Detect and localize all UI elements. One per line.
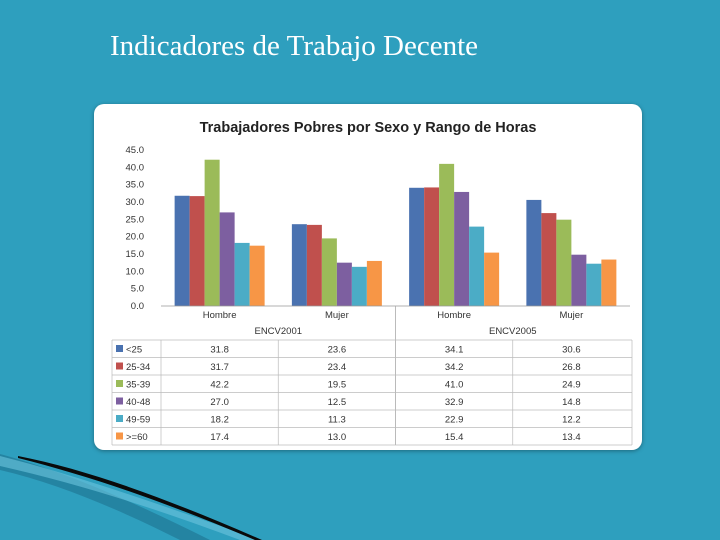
bar [291,224,307,306]
bar [526,199,542,306]
table-cell-value: 42.2 [210,380,229,391]
table-cell-value: 18.2 [210,415,229,426]
table-cell-value: 30.6 [562,345,581,356]
bar [586,263,602,306]
bar [351,266,367,306]
legend-label: 25-34 [126,362,150,373]
legend-swatch [116,380,123,387]
table-cell-value: 12.2 [562,415,581,426]
y-tick-label: 20.0 [126,232,145,243]
table-cell-value: 19.5 [328,380,347,391]
bar [601,259,617,306]
bar [219,212,235,306]
legend-swatch [116,345,123,352]
legend-swatch [116,362,123,370]
legend-label: 40-48 [126,397,150,408]
table-cell-value: 14.8 [562,397,581,408]
y-tick-label: 15.0 [126,249,145,260]
y-tick-label: 40.0 [126,162,145,173]
table-cell-value: 12.5 [328,397,347,408]
y-tick-label: 0.0 [131,301,144,312]
bar [484,252,500,306]
chart-card: Trabajadores Pobres por Sexo y Rango de … [94,104,642,450]
bar [366,260,382,306]
table-cell-value: 11.3 [328,415,346,426]
table-cell-value: 13.4 [562,432,581,443]
bar [571,254,587,306]
y-tick-label: 5.0 [131,284,144,295]
table-cell-value: 23.6 [328,345,347,356]
table-cell-value: 34.2 [445,362,464,373]
bar [174,195,190,306]
bar-chart: Trabajadores Pobres por Sexo y Rango de … [111,120,633,446]
table-cell-value: 17.4 [210,432,229,443]
legend-label: <25 [126,345,142,356]
x-category-label: Mujer [559,310,583,321]
table-cell-value: 22.9 [445,415,464,426]
legend-swatch [116,432,123,440]
table-cell-value: 24.9 [562,380,581,391]
table-cell-value: 41.0 [445,380,464,391]
bar [454,191,470,306]
bar [439,163,455,306]
legend-label: 35-39 [126,380,150,391]
bar [541,213,557,306]
x-group-label: ENCV2005 [489,326,537,337]
bar [234,242,250,306]
table-cell-value: 31.8 [210,345,229,356]
table-cell-value: 31.7 [210,362,229,373]
bar [189,196,205,306]
legend-label: >=60 [126,432,148,443]
table-cell-value: 15.4 [445,432,464,443]
y-tick-label: 10.0 [126,266,145,277]
legend-swatch [116,415,123,422]
y-tick-label: 25.0 [126,214,145,225]
chart-title: Trabajadores Pobres por Sexo y Rango de … [200,120,537,136]
bar [409,187,425,306]
table-cell-value: 23.4 [328,362,347,373]
table-cell-value: 13.0 [328,432,347,443]
bar [306,224,322,306]
bar [321,238,337,306]
table-cell-value: 26.8 [562,362,581,373]
x-group-label: ENCV2001 [254,326,302,337]
table-cell-value: 34.1 [445,345,464,356]
y-tick-label: 30.0 [126,197,145,208]
x-category-label: Hombre [203,310,237,321]
bar [336,262,352,306]
bar [249,245,265,306]
y-tick-label: 35.0 [126,180,145,191]
bar [556,219,572,306]
bar [469,226,485,306]
bar [204,159,220,306]
table-cell-value: 27.0 [210,397,229,408]
decorative-swoosh [0,454,262,540]
slide-title: Indicadores de Trabajo Decente [110,30,479,62]
x-category-label: Mujer [325,310,349,321]
bar [424,187,440,306]
y-tick-label: 45.0 [126,145,145,156]
legend-swatch [116,397,123,405]
table-cell-value: 32.9 [445,397,464,408]
legend-label: 49-59 [126,415,150,426]
x-category-label: Hombre [437,310,471,321]
